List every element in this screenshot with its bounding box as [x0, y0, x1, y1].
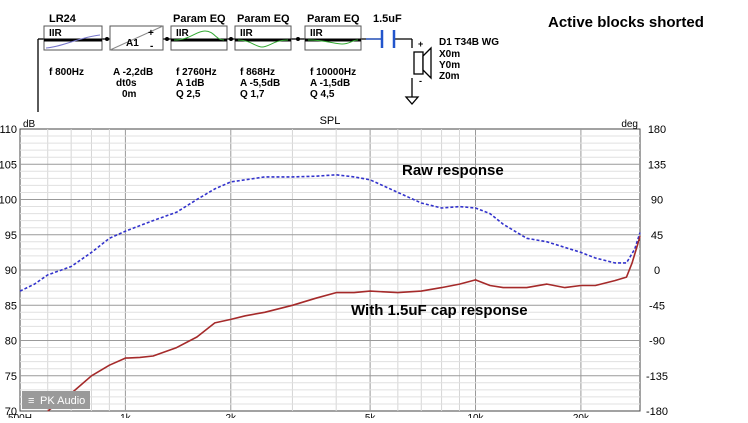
block-param: Q 4,5 — [310, 89, 335, 100]
lr24-filter-block[interactable]: LR24 IIR f 800Hz — [43, 13, 103, 78]
block-param: 0m — [122, 89, 137, 100]
block-label: IIR — [310, 28, 324, 39]
chart-grid — [20, 129, 640, 411]
annotation-raw-response: Raw response — [402, 162, 504, 179]
y-tick-label-right: 180 — [648, 124, 666, 136]
block-label: IIR — [176, 28, 190, 39]
gain-delay-block[interactable]: + - A1 A -2,2dB dt0s 0m — [109, 25, 164, 100]
driver-x: X0m — [439, 49, 460, 60]
block-param: Q 2,5 — [176, 89, 201, 100]
status-note: Active blocks shorted — [548, 14, 704, 31]
y-tick-label-left: 80 — [5, 336, 17, 348]
block-title: LR24 — [49, 13, 77, 25]
x-tick-label: 500H — [8, 413, 32, 418]
param-eq-block-2[interactable]: Param EQ IIR f 868Hz A -5,5dB Q 1,7 — [234, 13, 292, 100]
x-axis: 500H 1k 2k 5k 10k 20k — [8, 413, 590, 423]
block-param: f 2760Hz — [176, 67, 217, 78]
series-line-raw-response — [19, 174, 641, 292]
y-tick-label-right: 45 — [651, 230, 663, 242]
y-tick-label-right: 0 — [654, 265, 660, 277]
y-axis-right-unit: deg — [621, 119, 638, 130]
driver-minus-terminal: - — [419, 76, 422, 86]
y-tick-label-left: 100 — [0, 195, 17, 207]
filter-curve-icon — [45, 34, 101, 49]
junction-dot — [229, 37, 233, 41]
driver-y: Y0m — [439, 60, 460, 71]
block-box — [43, 25, 103, 51]
signal-chain: LR24 IIR f 800Hz + - A1 A -2,2dB dt0s 0m — [37, 13, 704, 112]
junction-dot — [296, 37, 300, 41]
block-title: Param EQ — [237, 13, 290, 25]
y-tick-label-right: -45 — [649, 300, 665, 312]
chart-series — [19, 174, 641, 412]
y-tick-label-right: 90 — [651, 195, 663, 207]
spl-chart: 70 75 80 85 90 95 100 105 110 -180 -135 -90 -45 0 45 9… — [0, 115, 668, 423]
block-label: A1 — [126, 38, 139, 49]
y-axis-right: -180 -135 -90 -45 0 45 90 135 180 — [646, 124, 668, 418]
x-tick-label: 5k — [365, 413, 377, 418]
watermark-badge — [22, 391, 90, 409]
y-axis-left: 70 75 80 85 90 95 100 105 110 — [0, 124, 17, 418]
watermark-logo-icon: ≡ — [28, 395, 34, 407]
amplifier-diagonal-icon — [109, 25, 164, 51]
minus-terminal: - — [150, 41, 153, 52]
speaker-cone-icon — [422, 46, 432, 80]
x-tick-label: 10k — [467, 413, 484, 418]
block-param: f 868Hz — [240, 67, 275, 78]
y-tick-label-right: -135 — [646, 371, 668, 383]
driver-component[interactable]: + - D1 T34B WG X0m Y0m Z0m — [404, 37, 499, 105]
block-param: A -1,5dB — [310, 78, 350, 89]
x-tick-label: 2k — [226, 413, 238, 418]
capacitor-label: 1.5uF — [373, 13, 402, 25]
param-eq-block-1[interactable]: Param EQ IIR f 2760Hz A 1dB Q 2,5 — [170, 13, 228, 100]
capacitor-component[interactable]: 1.5uF — [366, 13, 402, 48]
y-tick-label-left: 90 — [5, 265, 17, 277]
eq-curve-icon — [237, 39, 289, 48]
ground-icon — [404, 96, 420, 105]
y-tick-label-left: 70 — [5, 406, 17, 418]
series-line-cap-response — [47, 235, 641, 412]
block-param: f 10000Hz — [310, 67, 356, 78]
block-param: A -2,2dB — [113, 67, 153, 78]
y-tick-label-right: -90 — [649, 336, 665, 348]
driver-z: Z0m — [439, 71, 460, 82]
speaker-icon — [413, 51, 424, 75]
chart-title: SPL — [320, 115, 341, 127]
y-tick-label-right: -180 — [646, 406, 668, 418]
y-tick-label-left: 75 — [5, 371, 17, 383]
plus-terminal: + — [148, 28, 154, 39]
y-tick-label-left: 95 — [5, 230, 17, 242]
x-tick-label: 1k — [120, 413, 132, 418]
eq-curve-icon — [307, 39, 359, 45]
y-tick-label-right: 135 — [648, 159, 666, 171]
driver-name: D1 T34B WG — [439, 37, 499, 48]
param-eq-block-3[interactable]: Param EQ IIR f 10000Hz A -1,5dB Q 4,5 — [304, 13, 362, 100]
junction-dot — [105, 37, 109, 41]
y-tick-label-left: 105 — [0, 159, 17, 171]
annotation-cap-response: With 1.5uF cap response — [351, 302, 528, 319]
y-axis-left-unit: dB — [23, 119, 36, 130]
y-tick-label-left: 85 — [5, 300, 17, 312]
y-tick-label-left: 110 — [0, 124, 17, 136]
junction-dot — [165, 37, 169, 41]
watermark-text: PK Audio — [40, 395, 85, 407]
eq-curve-icon — [173, 30, 225, 41]
block-label: IIR — [240, 28, 254, 39]
block-label: IIR — [49, 28, 63, 39]
block-title: Param EQ — [307, 13, 360, 25]
block-title: Param EQ — [173, 13, 226, 25]
x-tick-label: 20k — [573, 413, 590, 418]
block-param: A -5,5dB — [240, 78, 280, 89]
block-param: f 800Hz — [49, 67, 84, 78]
watermark: ≡ PK Audio — [22, 391, 90, 409]
block-param: dt0s — [116, 78, 137, 89]
block-box — [304, 25, 362, 51]
block-box — [234, 25, 292, 51]
block-param: A 1dB — [176, 78, 205, 89]
driver-plus-terminal: + — [418, 39, 423, 49]
block-param: Q 1,7 — [240, 89, 265, 100]
